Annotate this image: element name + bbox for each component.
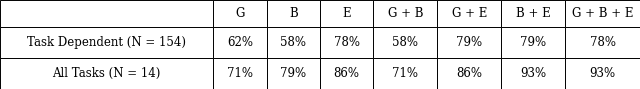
Text: 93%: 93% [520, 67, 547, 80]
Bar [437, 58, 501, 89]
Text: 58%: 58% [392, 36, 419, 49]
Bar [373, 27, 437, 58]
Bar [437, 0, 501, 27]
Text: 58%: 58% [280, 36, 307, 49]
Text: G: G [236, 7, 244, 20]
Bar [501, 27, 565, 58]
Text: E: E [342, 7, 351, 20]
Text: 86%: 86% [456, 67, 483, 80]
Text: 62%: 62% [227, 36, 253, 49]
Bar [565, 27, 640, 58]
Text: G + B + E: G + B + E [572, 7, 634, 20]
Bar [320, 0, 373, 27]
Text: 86%: 86% [333, 67, 360, 80]
Bar [0, 0, 213, 27]
Text: 78%: 78% [589, 36, 616, 49]
Bar [0, 27, 213, 58]
Bar [267, 27, 320, 58]
Text: 71%: 71% [392, 67, 419, 80]
Bar [320, 27, 373, 58]
Bar [267, 0, 320, 27]
Text: 79%: 79% [456, 36, 483, 49]
Text: 71%: 71% [227, 67, 253, 80]
Bar [0, 58, 213, 89]
Text: G + B: G + B [388, 7, 423, 20]
Text: 78%: 78% [333, 36, 360, 49]
Bar [565, 58, 640, 89]
Text: All Tasks (N = 14): All Tasks (N = 14) [52, 67, 161, 80]
Text: B: B [289, 7, 298, 20]
Text: 79%: 79% [280, 67, 307, 80]
Bar [373, 0, 437, 27]
Bar [373, 58, 437, 89]
Bar [213, 0, 267, 27]
Bar [320, 58, 373, 89]
Text: G + E: G + E [452, 7, 487, 20]
Bar [565, 0, 640, 27]
Bar [267, 58, 320, 89]
Bar [501, 58, 565, 89]
Text: 79%: 79% [520, 36, 547, 49]
Text: Task Dependent (N = 154): Task Dependent (N = 154) [27, 36, 186, 49]
Text: B + E: B + E [516, 7, 550, 20]
Text: 93%: 93% [589, 67, 616, 80]
Bar [213, 58, 267, 89]
Bar [213, 27, 267, 58]
Bar [501, 0, 565, 27]
Bar [437, 27, 501, 58]
